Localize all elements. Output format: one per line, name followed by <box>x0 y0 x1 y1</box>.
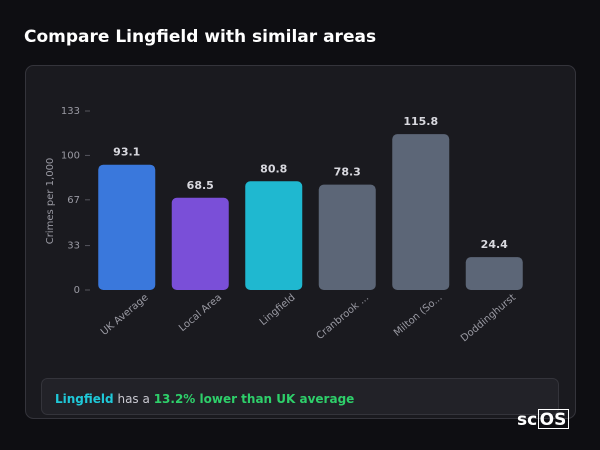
value-label: 24.4 <box>481 238 508 251</box>
value-label: 80.8 <box>260 162 287 175</box>
y-axis-label: Crimes per 1,000 <box>45 158 56 245</box>
bar <box>465 257 523 290</box>
bar <box>392 134 450 290</box>
y-tick-label: 100 <box>61 150 80 161</box>
logo-boxed: OS <box>540 410 567 430</box>
summary-box <box>41 378 559 415</box>
logo-box <box>538 409 569 429</box>
y-tick-label: 67 <box>67 195 80 206</box>
summary-phrase: has a <box>117 392 149 406</box>
summary-comparison: 13.2% lower than UK average <box>154 392 355 406</box>
y-tick-label: 133 <box>61 106 80 117</box>
value-label: 68.5 <box>187 179 214 192</box>
logo-prefix: sc <box>517 410 537 430</box>
y-tick-label: 0 <box>74 285 80 296</box>
y-tick-label: 33 <box>67 241 80 252</box>
summary-area: Lingfield <box>55 392 114 406</box>
value-label: 78.3 <box>334 166 361 179</box>
bar <box>245 181 303 290</box>
bar <box>318 184 376 290</box>
value-label: 115.8 <box>403 115 438 128</box>
bar <box>98 164 156 290</box>
page-title: Compare Lingfield with similar areas <box>24 27 376 47</box>
summary-text: Lingfield has a 13.2% lower than UK aver… <box>55 392 354 406</box>
bar <box>171 197 229 290</box>
value-label: 93.1 <box>113 146 140 159</box>
